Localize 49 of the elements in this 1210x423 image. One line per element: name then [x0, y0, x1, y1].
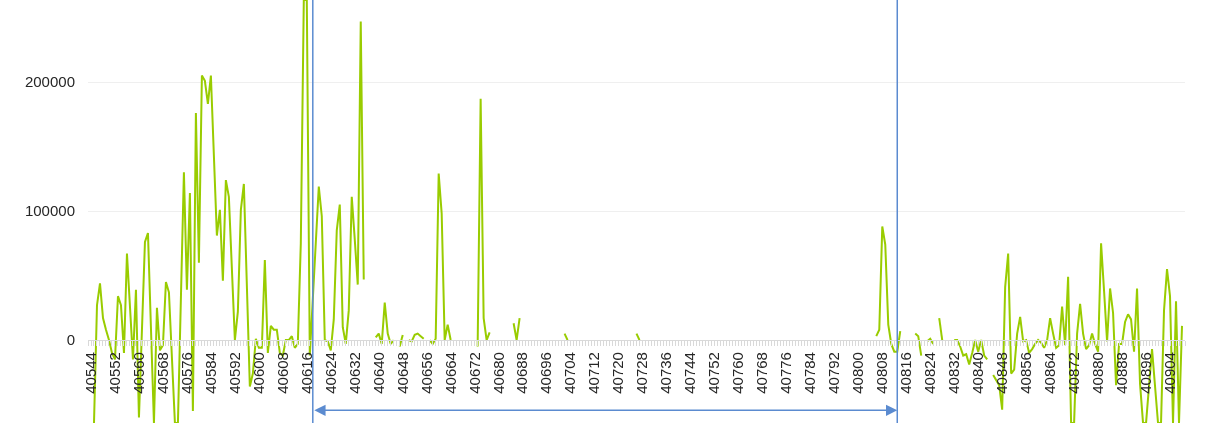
x-tick-label: 40696 [537, 352, 555, 394]
x-tick-label: 40624 [321, 352, 339, 394]
x-tick-label: 40640 [369, 352, 387, 394]
x-tick-label: 40560 [129, 352, 147, 394]
x-tick-label: 40736 [657, 352, 675, 394]
x-tick-label: 40744 [681, 352, 699, 394]
x-tick-label: 40888 [1112, 352, 1130, 394]
x-tick-label: 40616 [297, 352, 315, 394]
x-tick-label: 40568 [153, 352, 171, 394]
x-tick-label: 40776 [777, 352, 795, 394]
y-tick-label: 200000 [24, 73, 75, 91]
x-tick-label: 40864 [1040, 352, 1058, 394]
x-tick-label: 40704 [561, 352, 579, 394]
x-tick-label: 40592 [225, 352, 243, 394]
x-tick-label: 40768 [753, 352, 771, 394]
x-tick-label: 40672 [465, 352, 483, 394]
x-tick-label: 40712 [585, 352, 603, 394]
y-tick-label: 100000 [24, 202, 75, 220]
x-tick-label: 40840 [969, 352, 987, 394]
x-tick-label: 40872 [1064, 352, 1082, 394]
x-tick-label: 40720 [609, 352, 627, 394]
x-tick-label: 40576 [177, 352, 195, 394]
x-tick-label: 40656 [417, 352, 435, 394]
x-tick-label: 40584 [201, 352, 219, 394]
x-tick-label: 40896 [1136, 352, 1154, 394]
x-tick-label: 40824 [921, 352, 939, 394]
x-tick-label: 40632 [345, 352, 363, 394]
x-tick-label: 40648 [393, 352, 411, 394]
x-tick-label: 40848 [993, 352, 1011, 394]
x-tick-label: 40664 [441, 352, 459, 394]
x-tick-label: 40784 [801, 352, 819, 394]
y-tick-label: 0 [66, 331, 75, 349]
x-tick-label: 40688 [513, 352, 531, 394]
x-tick-label: 40904 [1160, 352, 1178, 394]
x-tick-label: 40752 [705, 352, 723, 394]
x-tick-label: 40544 [81, 352, 99, 394]
x-tick-label: 40792 [825, 352, 843, 394]
x-tick-label: 40832 [945, 352, 963, 394]
x-tick-label: 40800 [849, 352, 867, 394]
x-tick-label: 40816 [897, 352, 915, 394]
x-tick-label: 40680 [489, 352, 507, 394]
x-tick-label: 40856 [1017, 352, 1035, 394]
x-tick-label: 40760 [729, 352, 747, 394]
x-tick-label: 40728 [633, 352, 651, 394]
x-tick-label: 40600 [249, 352, 267, 394]
x-tick-label: 40808 [873, 352, 891, 394]
x-tick-label: 40880 [1088, 352, 1106, 394]
x-tick-label: 40608 [273, 352, 291, 394]
x-tick-label: 40552 [105, 352, 123, 394]
